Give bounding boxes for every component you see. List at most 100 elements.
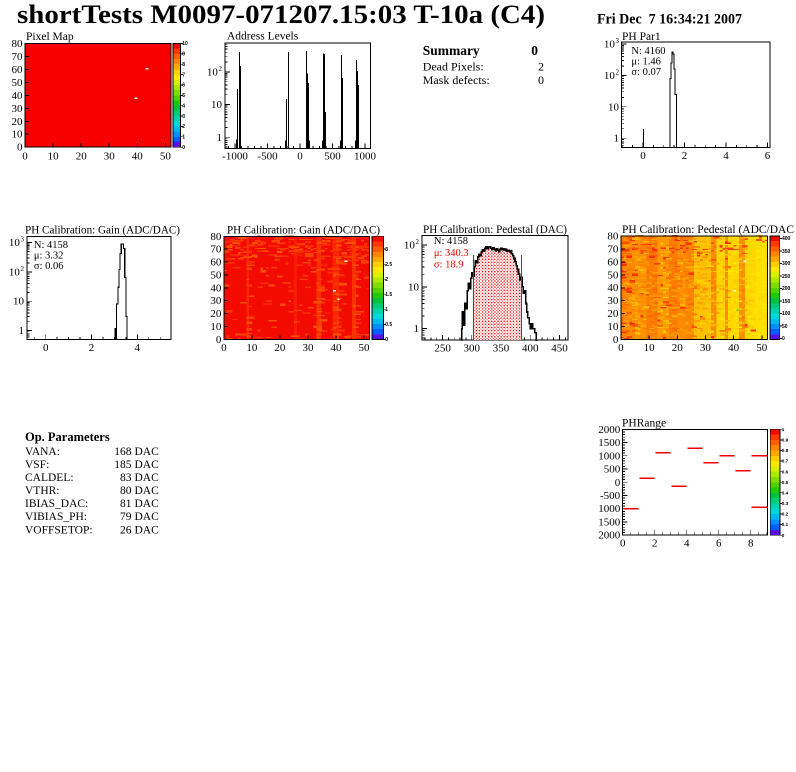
svg-text:20: 20 <box>210 308 222 320</box>
svg-text:2: 2 <box>21 265 25 273</box>
svg-text:1: 1 <box>385 307 388 313</box>
svg-text:400: 400 <box>782 236 791 242</box>
svg-text:VSF:: VSF: <box>25 459 49 471</box>
svg-text:DAC: DAC <box>135 485 160 497</box>
svg-text:N: 4158: N: 4158 <box>434 236 468 247</box>
svg-text:PH Calibration: Gain (ADC/DAC): PH Calibration: Gain (ADC/DAC) <box>227 224 380 236</box>
svg-text:50: 50 <box>607 269 619 281</box>
svg-text:200: 200 <box>782 286 791 292</box>
svg-text:6: 6 <box>765 150 771 162</box>
svg-text:7: 7 <box>182 72 185 78</box>
svg-text:N: 4160: N: 4160 <box>631 46 665 57</box>
svg-text:2: 2 <box>652 538 658 550</box>
svg-text:0.3: 0.3 <box>782 501 789 506</box>
svg-text:1000: 1000 <box>598 503 621 515</box>
svg-text:1: 1 <box>217 132 223 144</box>
svg-text:80: 80 <box>12 38 24 50</box>
svg-text:10: 10 <box>9 266 21 278</box>
svg-text:20: 20 <box>76 151 88 163</box>
svg-text:PHRange: PHRange <box>622 417 666 429</box>
svg-text:2.5: 2.5 <box>385 262 392 268</box>
svg-text:50: 50 <box>359 342 371 354</box>
svg-text:2: 2 <box>416 238 420 246</box>
svg-text:3: 3 <box>385 247 388 253</box>
svg-text:CALDEL:: CALDEL: <box>25 472 74 484</box>
svg-text:40: 40 <box>331 342 343 354</box>
svg-text:10: 10 <box>211 99 223 111</box>
svg-text:20: 20 <box>274 342 286 354</box>
svg-text:1.5: 1.5 <box>385 292 392 298</box>
svg-text:500: 500 <box>604 464 621 476</box>
svg-text:300: 300 <box>782 261 791 267</box>
svg-text:Summary: Summary <box>423 43 480 58</box>
svg-text:0.5: 0.5 <box>385 322 392 328</box>
svg-text:10: 10 <box>408 281 420 293</box>
svg-text:6: 6 <box>182 83 185 89</box>
svg-text:70: 70 <box>210 244 222 256</box>
svg-text:0.2: 0.2 <box>782 512 789 517</box>
svg-text:20: 20 <box>607 308 619 320</box>
svg-text:4: 4 <box>684 538 690 550</box>
svg-text:30: 30 <box>700 342 712 354</box>
svg-text:10: 10 <box>12 129 24 141</box>
svg-text:0: 0 <box>538 73 544 87</box>
svg-text:0: 0 <box>385 337 388 343</box>
svg-text:Pixel Map: Pixel Map <box>26 31 74 43</box>
svg-text:0: 0 <box>782 336 785 342</box>
svg-text:4: 4 <box>135 342 141 354</box>
svg-text:σ: 0.07: σ: 0.07 <box>631 67 661 78</box>
svg-text:8: 8 <box>182 62 185 68</box>
svg-text:10: 10 <box>207 66 219 78</box>
svg-text:3: 3 <box>182 114 185 120</box>
svg-text:10: 10 <box>9 237 21 249</box>
svg-text:3: 3 <box>21 236 25 244</box>
svg-text:2000: 2000 <box>598 530 621 542</box>
svg-text:300: 300 <box>464 343 481 355</box>
svg-text:VTHR:: VTHR: <box>25 485 60 497</box>
svg-text:0: 0 <box>782 533 785 538</box>
svg-text:50: 50 <box>782 324 788 330</box>
svg-text:2: 2 <box>219 65 223 73</box>
svg-text:4: 4 <box>182 104 185 110</box>
svg-text:250: 250 <box>434 343 451 355</box>
svg-text:3: 3 <box>616 37 620 45</box>
svg-text:VOFFSETOP:: VOFFSETOP: <box>25 524 93 536</box>
svg-text:PH Calibration: Pedestal (DAC): PH Calibration: Pedestal (DAC) <box>423 224 567 236</box>
svg-text:5: 5 <box>182 93 185 99</box>
svg-text:Op. Parameters: Op. Parameters <box>25 430 110 444</box>
svg-text:N: 4158: N: 4158 <box>34 240 68 251</box>
svg-text:VIBIAS_PH:: VIBIAS_PH: <box>25 511 87 523</box>
svg-text:168: 168 <box>114 446 132 458</box>
svg-text:185: 185 <box>114 459 132 471</box>
svg-text:83: 83 <box>120 472 132 484</box>
svg-text:50: 50 <box>160 151 172 163</box>
svg-text:60: 60 <box>12 64 24 76</box>
svg-text:0: 0 <box>43 342 49 354</box>
svg-text:DAC: DAC <box>135 511 160 523</box>
svg-text:shortTests M0097-071207.15:03: shortTests M0097-071207.15:03 T-10a (C4) <box>17 0 545 29</box>
svg-text:10: 10 <box>607 321 619 333</box>
svg-text:Mask defects:: Mask defects: <box>423 73 490 87</box>
svg-text:10: 10 <box>13 296 25 308</box>
svg-text:10: 10 <box>644 342 656 354</box>
svg-text:0: 0 <box>620 538 626 550</box>
svg-text:10: 10 <box>210 321 222 333</box>
svg-text:DAC: DAC <box>135 524 160 536</box>
svg-text:10: 10 <box>604 39 616 51</box>
svg-text:81: 81 <box>120 498 132 510</box>
svg-text:0: 0 <box>17 142 23 154</box>
svg-text:1500: 1500 <box>598 517 621 529</box>
svg-text:DAC: DAC <box>135 498 160 510</box>
svg-text:0: 0 <box>531 43 538 58</box>
svg-text:0: 0 <box>618 342 624 354</box>
svg-text:2: 2 <box>385 277 388 283</box>
svg-text:μ: 3.32: μ: 3.32 <box>34 251 64 262</box>
svg-text:79: 79 <box>120 511 132 523</box>
svg-text:10: 10 <box>604 70 616 82</box>
svg-text:50: 50 <box>12 77 24 89</box>
svg-text:350: 350 <box>782 249 791 255</box>
svg-text:4: 4 <box>723 150 729 162</box>
svg-text:0.5: 0.5 <box>782 480 789 485</box>
svg-text:70: 70 <box>607 243 619 255</box>
svg-text:30: 30 <box>210 295 222 307</box>
